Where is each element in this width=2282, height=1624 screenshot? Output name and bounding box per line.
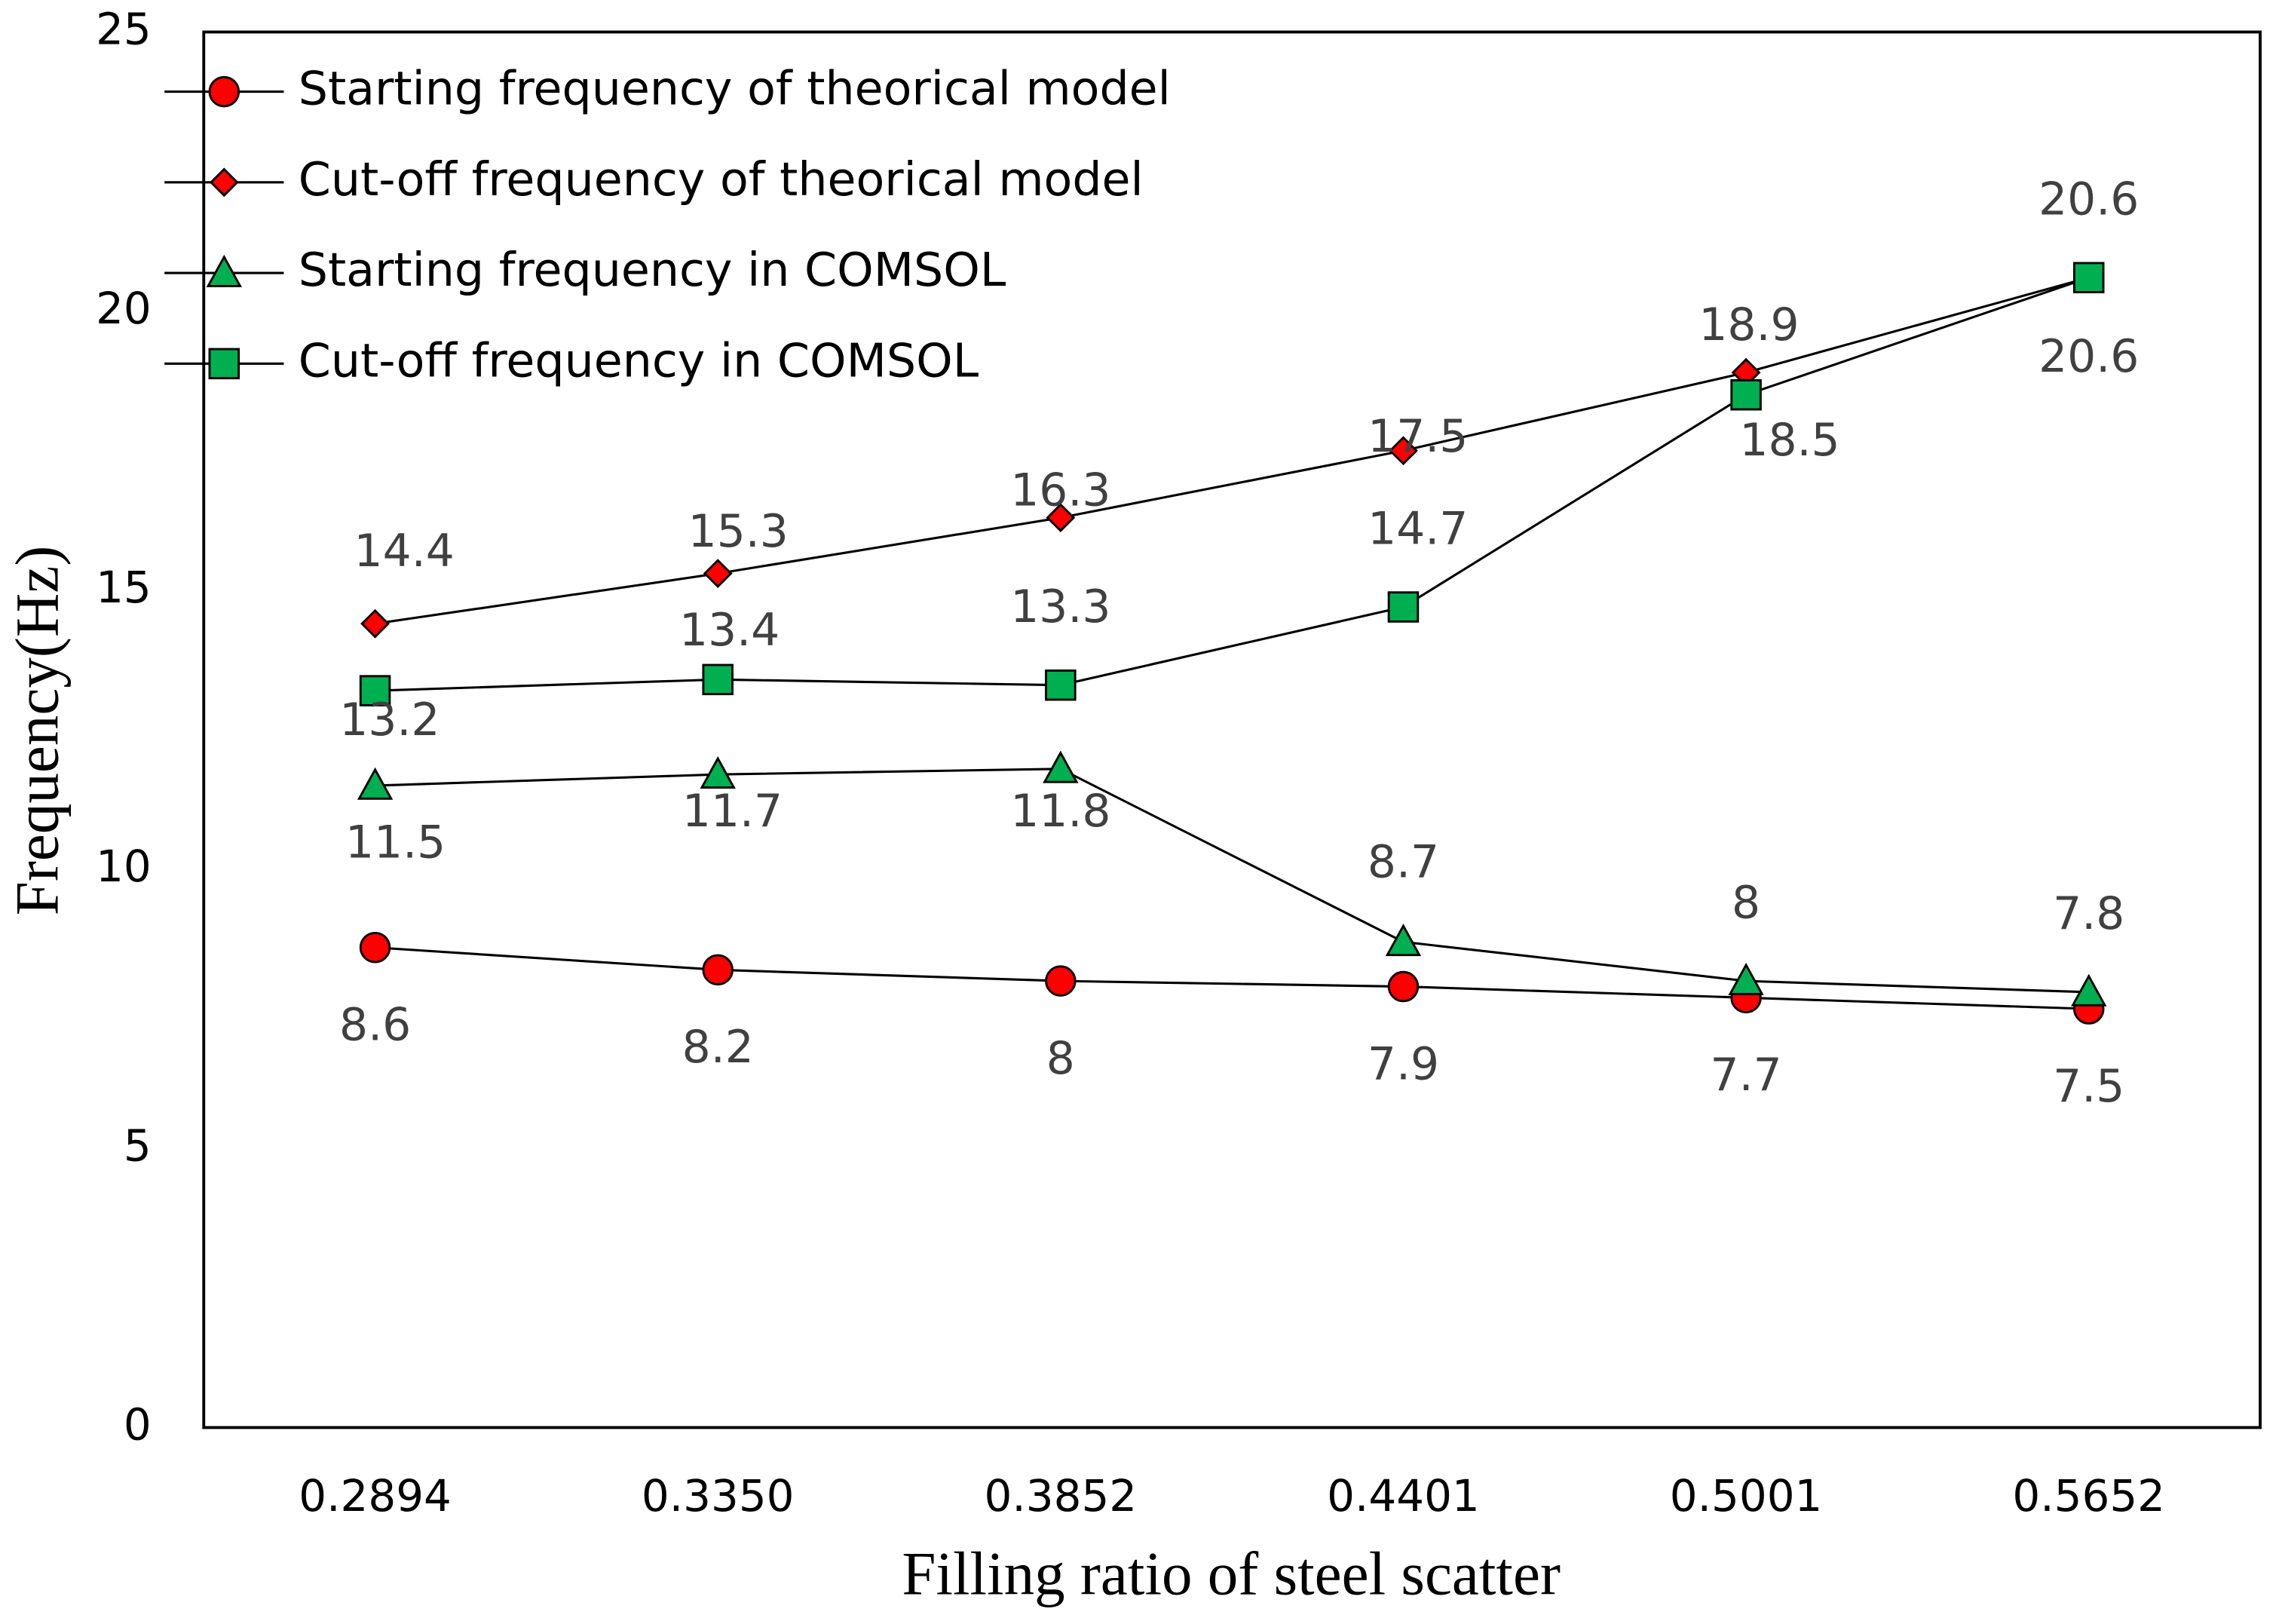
series-line — [375, 276, 2090, 692]
y-tick-label: 10 — [96, 841, 152, 892]
data-label: 8.2 — [682, 1021, 754, 1074]
series-line — [375, 276, 2090, 625]
data-label: 7.7 — [1711, 1049, 1782, 1102]
data-label: 7.9 — [1368, 1037, 1439, 1090]
data-point — [1045, 669, 1077, 701]
plot-frame — [202, 30, 2262, 1429]
legend-marker — [208, 75, 240, 108]
data-label: 18.9 — [1698, 299, 1799, 351]
data-label: 7.8 — [2053, 887, 2124, 940]
data-label: 8 — [1046, 1032, 1075, 1085]
data-point — [1045, 965, 1077, 997]
data-point — [2072, 262, 2105, 293]
data-point — [1046, 503, 1076, 533]
data-label: 8.6 — [339, 998, 411, 1051]
data-label: 16.3 — [1010, 464, 1110, 516]
legend-marker — [206, 254, 242, 287]
x-tick-label: 0.5001 — [1670, 1470, 1823, 1521]
data-label: 13.3 — [1010, 581, 1110, 633]
data-point — [703, 559, 733, 589]
data-label: 8.7 — [1368, 836, 1439, 889]
data-point — [1389, 436, 1418, 466]
legend-marker — [209, 167, 239, 198]
data-point — [357, 767, 394, 800]
data-point — [1728, 962, 1764, 995]
data-point — [1730, 378, 1762, 411]
legend-label: Cut-off frequency in COMSOL — [299, 333, 979, 388]
data-label: 11.7 — [682, 785, 783, 838]
legend-marker — [208, 348, 240, 380]
data-point — [1043, 750, 1079, 783]
y-tick-label: 0 — [124, 1399, 152, 1451]
data-point — [702, 663, 734, 696]
legend-label: Cut-off frequency of theorical model — [299, 152, 1144, 207]
data-label: 18.5 — [1739, 414, 1839, 467]
data-label: 20.6 — [2038, 330, 2139, 383]
x-axis-title: Filling ratio of steel scatter — [902, 1540, 1561, 1608]
data-label: 20.6 — [2038, 173, 2139, 225]
data-label: 11.8 — [1010, 785, 1110, 838]
x-tick-label: 0.3852 — [985, 1470, 1138, 1521]
data-point — [1385, 924, 1422, 957]
data-label: 11.5 — [345, 817, 446, 869]
data-label: 7.5 — [2053, 1060, 2124, 1113]
y-tick-label: 15 — [96, 562, 152, 613]
data-point — [702, 954, 734, 986]
x-tick-label: 0.3350 — [642, 1470, 795, 1521]
data-label: 17.5 — [1368, 410, 1468, 463]
series-line — [375, 768, 2089, 994]
data-point — [1387, 970, 1420, 1003]
data-label: 13.2 — [339, 694, 440, 746]
legend-label: Starting frequency in COMSOL — [299, 243, 1006, 297]
data-label: 14.7 — [1368, 502, 1468, 555]
x-tick-label: 0.5652 — [2012, 1470, 2165, 1521]
x-tick-label: 0.4401 — [1327, 1470, 1480, 1521]
data-point — [2071, 973, 2107, 1007]
data-label: 13.4 — [679, 604, 780, 657]
legend-label: Starting frequency of theorical model — [299, 62, 1171, 116]
data-point — [700, 755, 736, 789]
x-tick-label: 0.2894 — [299, 1470, 452, 1521]
y-tick-label: 5 — [124, 1120, 152, 1171]
data-label: 8 — [1732, 876, 1760, 929]
data-point — [1387, 591, 1420, 623]
y-tick-label: 20 — [96, 283, 152, 334]
y-tick-label: 25 — [96, 4, 152, 55]
data-point — [359, 675, 391, 706]
data-label: 14.4 — [354, 525, 455, 578]
series-line — [375, 946, 2089, 1010]
data-point — [360, 608, 391, 639]
y-axis-title: Frequency(Hz) — [4, 546, 72, 916]
data-point — [359, 931, 391, 964]
data-label: 15.3 — [688, 505, 789, 558]
